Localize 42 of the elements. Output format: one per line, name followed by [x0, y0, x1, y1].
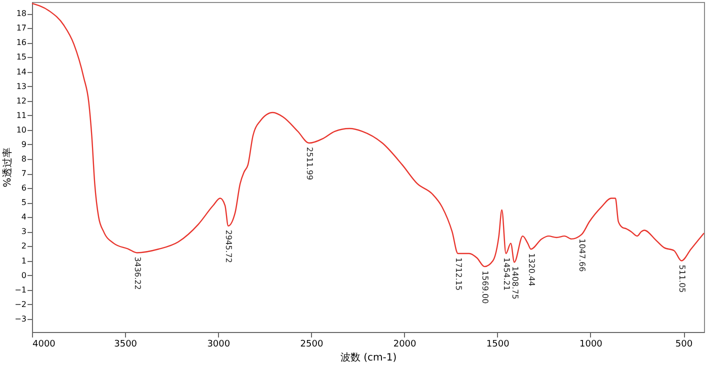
y-tick-label: 18: [16, 9, 26, 18]
x-tick-label: 2000: [393, 340, 417, 350]
y-tick-label: 4: [21, 212, 26, 222]
y-tick-label: 1: [21, 256, 26, 266]
y-tick-label: 7: [21, 169, 26, 178]
x-tick-label: 1000: [579, 340, 603, 350]
y-tick-label: −3: [14, 314, 26, 324]
y-tick-label: 12: [16, 96, 26, 106]
y-tick-label: 10: [16, 125, 26, 134]
annotation: 3436.22: [132, 256, 142, 290]
y-tick-label: 15: [16, 52, 26, 62]
x-tick-label: 500: [675, 340, 693, 350]
x-tick-label: 3500: [114, 340, 138, 350]
annotation: 511.05: [677, 264, 686, 293]
y-tick-label: −1: [14, 285, 26, 294]
annotation: 1454.21: [502, 258, 511, 291]
y-tick-label: −2: [14, 300, 26, 309]
annotation: 1408.75: [510, 266, 520, 300]
y-tick-label: 9: [21, 140, 26, 149]
y-tick-label: 13: [16, 82, 26, 91]
y-tick-label: 17: [16, 24, 26, 33]
y-tick-label: 2: [21, 242, 26, 251]
y-tick-label: 6: [21, 184, 26, 193]
annotation: 2511.99: [304, 147, 314, 180]
x-tick-label: 4000: [32, 340, 56, 350]
y-axis-title: %透过率: [2, 148, 14, 188]
annotation: 1712.15: [454, 258, 463, 291]
x-tick-label: 1500: [486, 340, 510, 350]
annotation: 1569.00: [480, 270, 490, 304]
y-tick-label: 3: [21, 227, 26, 236]
annotation: 1320.44: [526, 253, 536, 286]
x-tick-label: 2500: [300, 340, 324, 350]
y-tick-label: 14: [16, 67, 26, 76]
y-tick-label: 11: [16, 110, 26, 120]
y-tick-label: 8: [21, 154, 26, 164]
y-tick-label: 16: [16, 38, 26, 48]
x-axis-title: 波数 (cm-1): [340, 352, 397, 364]
y-tick-label: 0: [21, 270, 26, 280]
x-tick-label: 3000: [207, 340, 230, 350]
y-tick-label: 5: [21, 198, 26, 208]
annotation: 2945.72: [224, 230, 234, 263]
annotation: 1047.66: [578, 238, 587, 272]
